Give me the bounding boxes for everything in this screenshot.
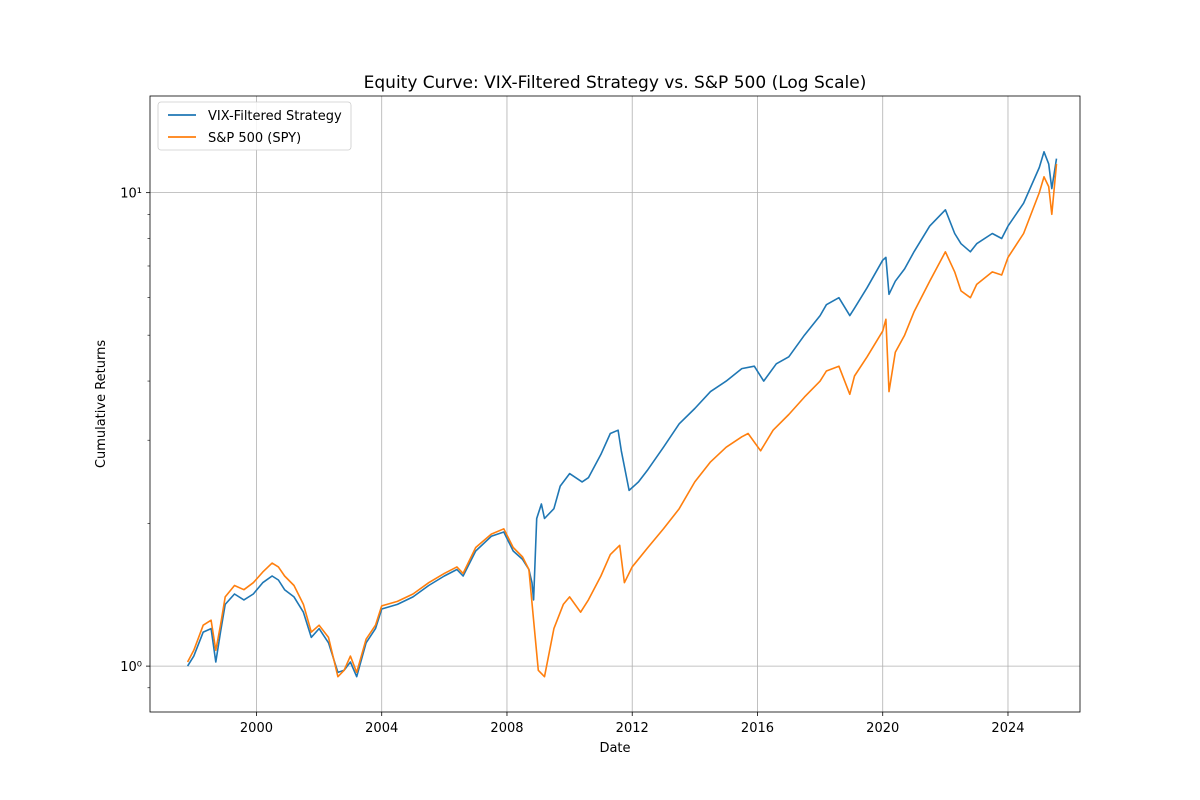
series-line-1: [186, 163, 1058, 678]
y-tick-label: 10⁰: [120, 660, 142, 675]
y-tick-label: 10¹: [120, 187, 142, 202]
plot-area: 2000 2004 2008 2012 2016 2020 2024 10⁰ 10¹ VIX-Fi…: [120, 95, 1081, 736]
legend-box: [157, 101, 352, 151]
y-axis-label: Cumulative Returns: [94, 340, 109, 468]
x-tick-label: 2004: [365, 721, 398, 736]
chart-title: Equity Curve: VIX-Filtered Strategy vs. …: [364, 73, 867, 93]
x-axis-label: Date: [599, 741, 630, 756]
legend-label-1: S&P 500 (SPY): [208, 131, 301, 146]
axes-frame: [149, 95, 1081, 713]
x-tick-label: 2000: [240, 721, 273, 736]
x-tick-label: 2012: [616, 721, 649, 736]
series-line-0: [186, 151, 1058, 678]
x-tick-label: 2024: [991, 721, 1024, 736]
x-tick-label: 2008: [490, 721, 523, 736]
x-tick-label: 2020: [866, 721, 899, 736]
x-tick-label: 2016: [741, 721, 774, 736]
legend-label-0: VIX-Filtered Strategy: [208, 109, 342, 124]
